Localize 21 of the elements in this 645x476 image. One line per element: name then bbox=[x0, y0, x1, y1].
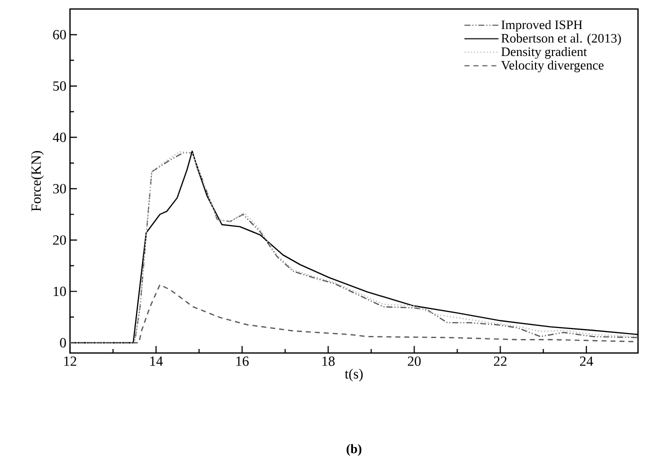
text: (b) bbox=[346, 444, 362, 456]
y-tick-label: 50 bbox=[53, 81, 66, 91]
x-tick-label: 12 bbox=[64, 356, 76, 366]
legend-label: Velocity divergence bbox=[501, 60, 604, 72]
x-tick-label: 20 bbox=[408, 356, 421, 366]
x-tick-label: 14 bbox=[150, 356, 163, 366]
y-tick-label: 30 bbox=[53, 184, 66, 194]
y-axis-title: Force(KN) bbox=[31, 151, 44, 212]
y-tick-label: 10 bbox=[54, 286, 66, 296]
x-tick-label: 22 bbox=[494, 356, 507, 366]
legend-label: Improved ISPH bbox=[501, 20, 582, 32]
y-tick-label: 40 bbox=[52, 132, 66, 142]
y-tick-label: 0 bbox=[60, 338, 66, 348]
legend-label: Density gradient bbox=[501, 47, 587, 59]
x-tick-label: 16 bbox=[236, 356, 249, 366]
x-axis-title: t(s) bbox=[344, 368, 363, 382]
y-tick-label: 60 bbox=[53, 30, 66, 40]
x-tick-label: 18 bbox=[322, 356, 335, 366]
y-tick-label: 20 bbox=[53, 235, 66, 245]
legend-label: Robertson et al. (2013) bbox=[501, 34, 621, 46]
x-tick-label: 24 bbox=[580, 356, 594, 366]
